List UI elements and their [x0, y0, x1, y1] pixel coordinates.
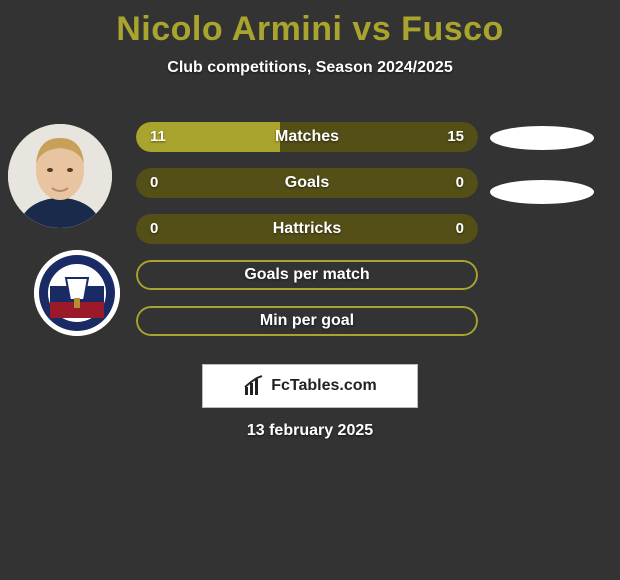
ellipse-placeholder [490, 126, 594, 150]
date-label: 13 february 2025 [0, 422, 620, 440]
stat-right-value: 0 [456, 214, 464, 244]
page-subtitle: Club competitions, Season 2024/2025 [0, 59, 620, 77]
right-ellipse-column [490, 126, 602, 234]
stat-right-value: 0 [456, 168, 464, 198]
branding-text: FcTables.com [271, 377, 377, 395]
stat-label: Goals per match [136, 260, 478, 290]
player-avatar [8, 124, 112, 228]
stat-right-value: 15 [447, 122, 464, 152]
ellipse-placeholder [490, 180, 594, 204]
stat-row: Min per goal [136, 306, 478, 336]
stat-row: Goals0 0 [136, 168, 478, 198]
stat-left-value: 11 [150, 122, 166, 152]
stat-row: Hattricks0 0 [136, 214, 478, 244]
branding-box: FcTables.com [202, 364, 418, 408]
club-logo-svg: FC [34, 250, 120, 336]
stat-row: Goals per match [136, 260, 478, 290]
comparison-infographic: Nicolo Armini vs Fusco Club competitions… [0, 0, 620, 580]
chart-icon [243, 375, 265, 397]
avatar-column: FC [8, 124, 120, 358]
svg-text:FC: FC [72, 265, 81, 272]
club-logo: FC [34, 250, 120, 336]
stat-label: Goals [136, 168, 478, 198]
stat-label: Hattricks [136, 214, 478, 244]
stat-label: Min per goal [136, 306, 478, 336]
comparison-bars: Matches1115Goals00Hattricks00Goals per m… [136, 122, 478, 352]
page-title: Nicolo Armini vs Fusco [0, 0, 620, 49]
stat-left-value: 0 [150, 168, 158, 198]
player-avatar-svg [8, 124, 112, 228]
stat-label: Matches [136, 122, 478, 152]
stat-row: Matches11 15 [136, 122, 478, 152]
stat-left-value: 0 [150, 214, 158, 244]
